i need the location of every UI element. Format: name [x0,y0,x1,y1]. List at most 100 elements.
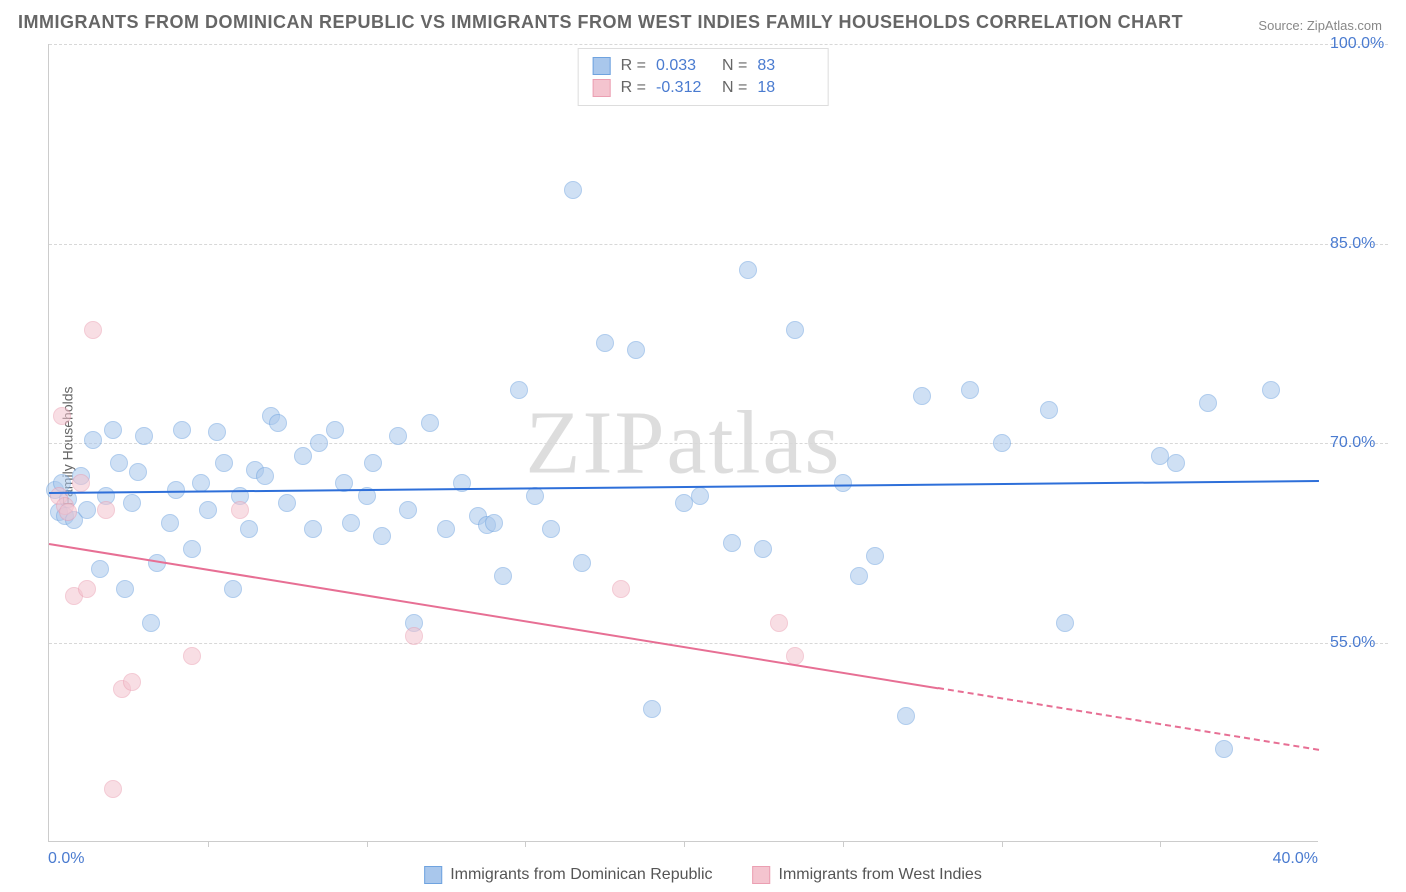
n-value-0: 83 [757,57,813,75]
xtick [367,841,368,847]
scatter-point [78,580,96,598]
scatter-point [510,381,528,399]
n-label: N = [722,57,747,75]
scatter-point [866,547,884,565]
scatter-point [897,707,915,725]
legend-item-1: Immigrants from West Indies [753,866,982,884]
scatter-point [135,427,153,445]
scatter-point [72,474,90,492]
r-label: R = [621,79,646,97]
scatter-point [116,580,134,598]
scatter-point [770,614,788,632]
scatter-point [123,673,141,691]
legend-label: Immigrants from West Indies [779,866,982,884]
legend-swatch-0 [593,57,611,75]
scatter-point [104,421,122,439]
source-name: ZipAtlas.com [1307,18,1382,33]
ytick-label: 100.0% [1330,35,1384,53]
gridline-h [49,244,1388,245]
scatter-point [786,321,804,339]
scatter-point [208,423,226,441]
scatter-point [161,514,179,532]
scatter-point [342,514,360,532]
scatter-point [364,454,382,472]
r-value-0: 0.033 [656,57,712,75]
scatter-point [485,514,503,532]
scatter-point [278,494,296,512]
scatter-point [643,700,661,718]
scatter-point [173,421,191,439]
trend-line [49,543,938,689]
scatter-point [91,560,109,578]
scatter-point [129,463,147,481]
scatter-point [739,261,757,279]
scatter-point [231,501,249,519]
scatter-point [1199,394,1217,412]
legend-series: Immigrants from Dominican Republic Immig… [424,866,982,884]
scatter-point [421,414,439,432]
scatter-point [59,503,77,521]
scatter-point [294,447,312,465]
n-label: N = [722,79,747,97]
scatter-point [97,501,115,519]
scatter-point [754,540,772,558]
legend-item-0: Immigrants from Dominican Republic [424,866,712,884]
scatter-point [1040,401,1058,419]
gridline-h [49,643,1388,644]
scatter-point [1215,740,1233,758]
xtick [208,841,209,847]
scatter-point [304,520,322,538]
scatter-point [399,501,417,519]
gridline-h [49,44,1388,45]
scatter-point [723,534,741,552]
legend-swatch-1 [593,79,611,97]
scatter-point [691,487,709,505]
scatter-point [123,494,141,512]
legend-swatch [753,866,771,884]
scatter-point [1167,454,1185,472]
scatter-point [494,567,512,585]
scatter-point [542,520,560,538]
scatter-point [326,421,344,439]
scatter-point [913,387,931,405]
r-label: R = [621,57,646,75]
scatter-point [596,334,614,352]
xtick-label: 40.0% [1273,850,1318,868]
scatter-point [240,520,258,538]
xtick [1160,841,1161,847]
scatter-point [199,501,217,519]
scatter-point [183,540,201,558]
xtick [843,841,844,847]
xtick [684,841,685,847]
legend-stats-row-1: R = -0.312 N = 18 [593,77,814,99]
source-attribution: Source: ZipAtlas.com [1258,18,1382,33]
legend-label: Immigrants from Dominican Republic [450,866,712,884]
scatter-point [84,321,102,339]
scatter-point [224,580,242,598]
scatter-point [53,407,71,425]
ytick-label: 70.0% [1330,434,1375,452]
ytick-label: 85.0% [1330,235,1375,253]
scatter-point [389,427,407,445]
scatter-point [834,474,852,492]
scatter-point [1056,614,1074,632]
scatter-point [269,414,287,432]
scatter-point [256,467,274,485]
scatter-point [84,431,102,449]
n-value-1: 18 [757,79,813,97]
scatter-point [192,474,210,492]
xtick [1002,841,1003,847]
ytick-label: 55.0% [1330,634,1375,652]
r-value-1: -0.312 [656,79,712,97]
scatter-point [850,567,868,585]
xtick-label: 0.0% [48,850,84,868]
scatter-point [437,520,455,538]
legend-swatch [424,866,442,884]
scatter-point [183,647,201,665]
scatter-point [573,554,591,572]
scatter-point [215,454,233,472]
scatter-point [78,501,96,519]
scatter-point [1262,381,1280,399]
scatter-point [961,381,979,399]
scatter-point [405,627,423,645]
